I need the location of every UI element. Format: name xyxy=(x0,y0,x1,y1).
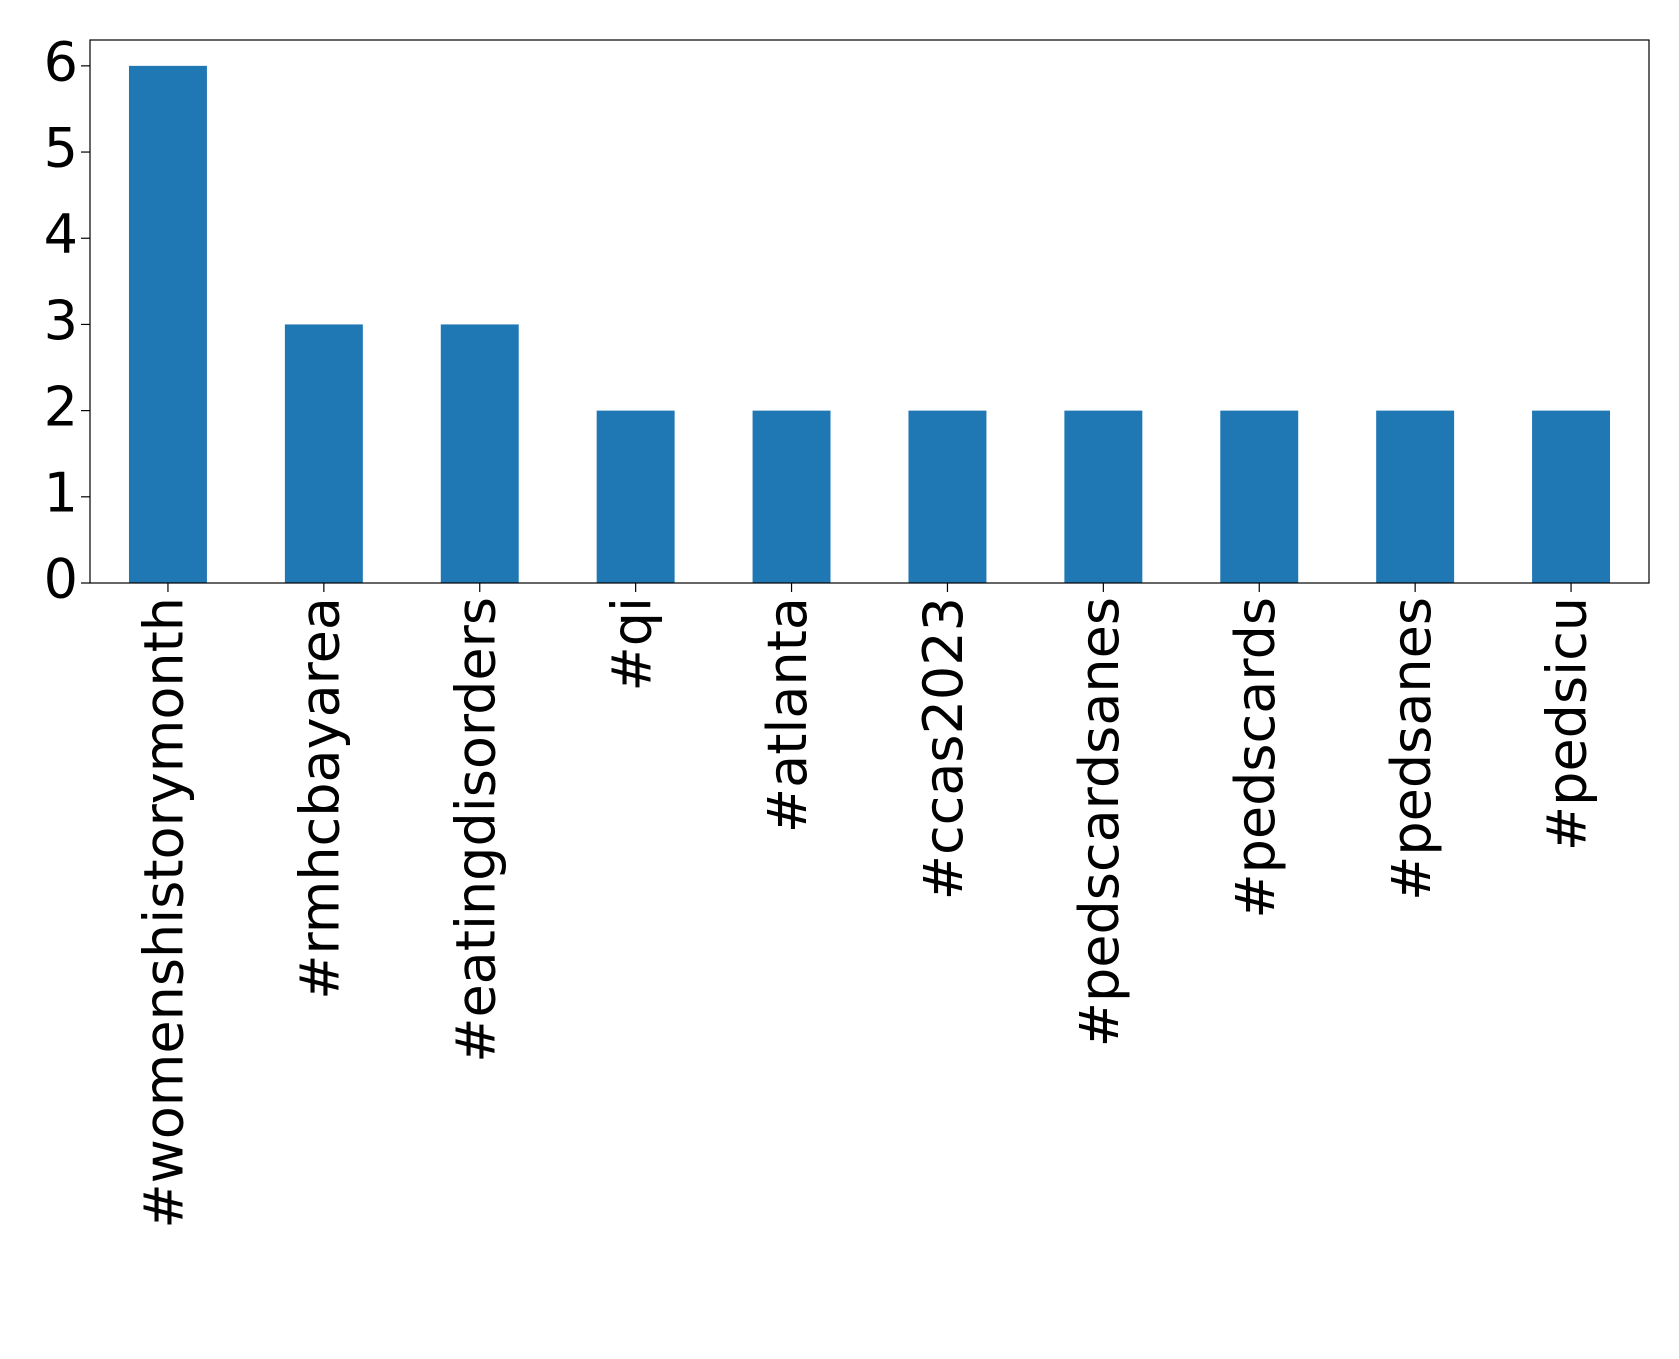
bar xyxy=(128,65,207,584)
y-tick-label: 0 xyxy=(44,548,78,611)
bar xyxy=(1220,410,1299,583)
x-tick-label: #qi xyxy=(600,597,663,692)
bar xyxy=(908,410,987,583)
x-tick-label: #womenshistorymonth xyxy=(133,597,196,1229)
y-tick-label: 4 xyxy=(44,203,78,266)
bar xyxy=(284,324,363,583)
x-tick-label: #pedsicu xyxy=(1536,597,1599,851)
y-tick-label: 3 xyxy=(44,289,78,352)
x-tick-label: #pedscardsanes xyxy=(1068,597,1131,1047)
y-tick-label: 6 xyxy=(44,30,78,93)
x-tick-label: #ccas2023 xyxy=(912,597,975,900)
x-tick-label: #atlanta xyxy=(756,597,819,833)
x-tick-label: #pedscards xyxy=(1224,597,1287,919)
x-tick-label: #rmhcbayarea xyxy=(288,597,351,1000)
bar xyxy=(1376,410,1455,583)
bar xyxy=(752,410,831,583)
y-tick-label: 2 xyxy=(44,375,78,438)
bar xyxy=(596,410,675,583)
x-tick-label: #pedsanes xyxy=(1380,597,1443,901)
y-tick-label: 5 xyxy=(44,117,78,180)
bar xyxy=(440,324,519,583)
bar xyxy=(1064,410,1143,583)
plot-frame xyxy=(89,39,1650,584)
bar xyxy=(1532,410,1611,583)
x-tick-label: #eatingdisorders xyxy=(444,597,507,1063)
y-tick-label: 1 xyxy=(44,461,78,524)
